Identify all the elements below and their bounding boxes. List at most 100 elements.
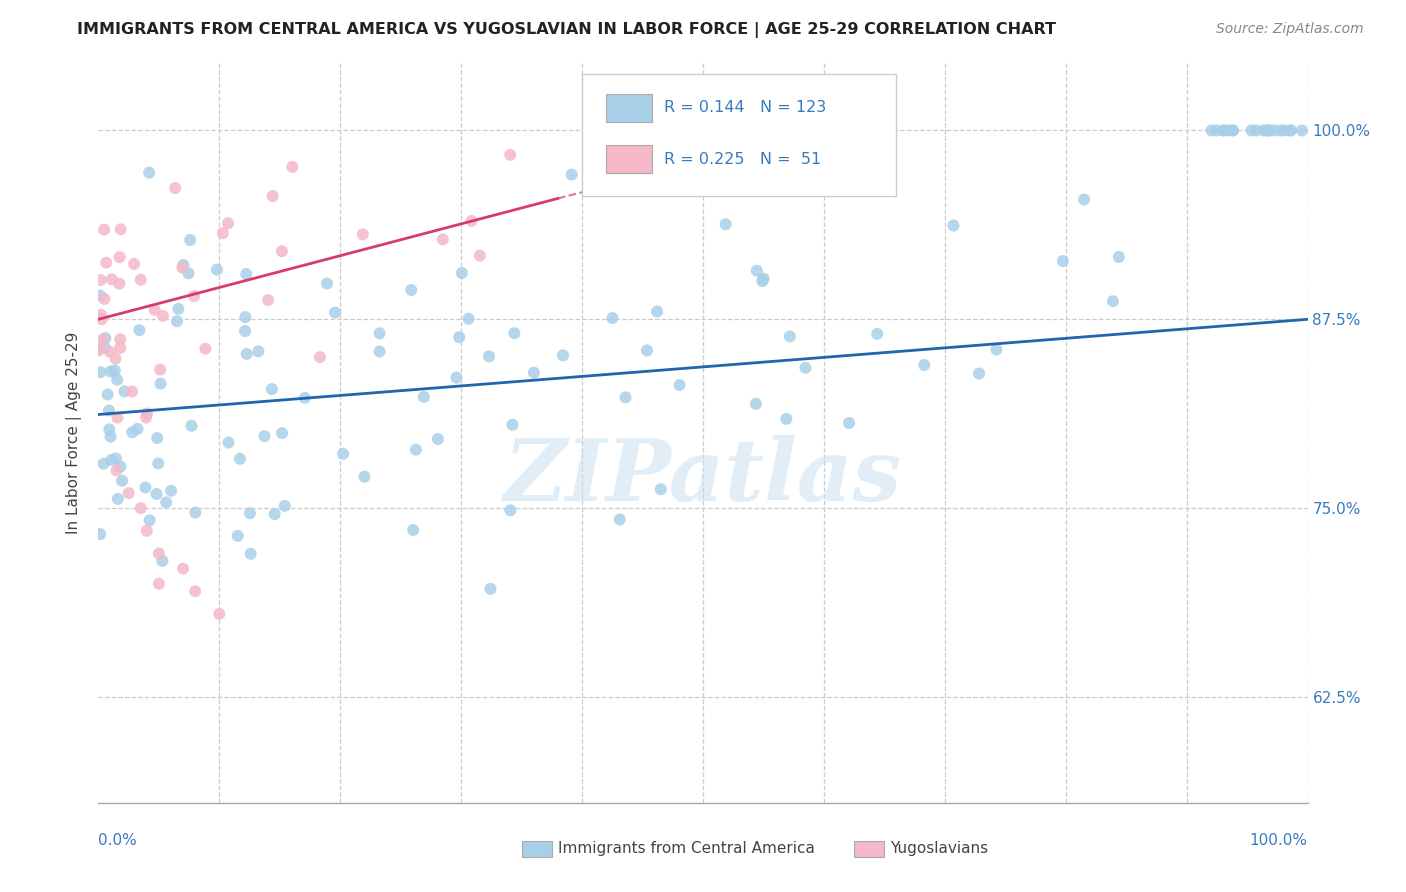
Point bbox=[143, 302, 166, 317]
Point bbox=[1279, 123, 1302, 137]
Bar bbox=[522, 840, 551, 857]
Point bbox=[478, 349, 501, 363]
Point bbox=[90, 308, 112, 322]
Point bbox=[87, 343, 110, 357]
Point bbox=[172, 258, 194, 272]
Point bbox=[107, 410, 129, 425]
Point bbox=[432, 232, 454, 246]
Point bbox=[986, 343, 1008, 357]
Point bbox=[294, 391, 316, 405]
Point bbox=[98, 403, 121, 417]
Point bbox=[260, 382, 283, 396]
Point bbox=[752, 271, 775, 285]
Point bbox=[155, 495, 177, 509]
Point bbox=[90, 273, 112, 287]
Text: ZIPatlas: ZIPatlas bbox=[503, 435, 903, 519]
Text: Yugoslavians: Yugoslavians bbox=[890, 841, 988, 856]
Point bbox=[262, 189, 284, 203]
Point bbox=[499, 148, 522, 162]
Point bbox=[1216, 123, 1239, 137]
Point bbox=[90, 312, 112, 326]
Point bbox=[1264, 123, 1286, 137]
Point bbox=[235, 267, 257, 281]
Point bbox=[1205, 123, 1227, 137]
Bar bbox=[855, 840, 884, 857]
Point bbox=[135, 524, 157, 538]
Point bbox=[121, 384, 143, 399]
Point bbox=[172, 260, 194, 275]
Point bbox=[177, 266, 200, 280]
Point bbox=[94, 341, 117, 355]
Point bbox=[93, 222, 115, 236]
Point bbox=[149, 376, 172, 391]
Point bbox=[794, 360, 817, 375]
Point bbox=[479, 582, 502, 596]
Point bbox=[96, 255, 118, 269]
Point bbox=[134, 480, 156, 494]
Point bbox=[149, 362, 172, 376]
Point bbox=[165, 181, 187, 195]
Point bbox=[451, 266, 474, 280]
Point bbox=[148, 547, 170, 561]
Point bbox=[180, 418, 202, 433]
Point bbox=[98, 344, 121, 359]
Text: IMMIGRANTS FROM CENTRAL AMERICA VS YUGOSLAVIAN IN LABOR FORCE | AGE 25-29 CORREL: IMMIGRANTS FROM CENTRAL AMERICA VS YUGOS… bbox=[77, 22, 1056, 38]
Point bbox=[172, 561, 194, 575]
Point bbox=[184, 584, 207, 599]
Y-axis label: In Labor Force | Age 25-29: In Labor Force | Age 25-29 bbox=[66, 332, 83, 533]
Point bbox=[208, 607, 231, 621]
Point bbox=[1251, 123, 1274, 137]
Point bbox=[235, 347, 257, 361]
Point bbox=[94, 331, 117, 345]
Point bbox=[714, 218, 737, 232]
Point bbox=[145, 487, 167, 501]
Point bbox=[111, 474, 134, 488]
Point bbox=[316, 277, 339, 291]
Point bbox=[499, 503, 522, 517]
Point bbox=[138, 166, 160, 180]
Point bbox=[118, 486, 141, 500]
Point bbox=[205, 262, 228, 277]
Point bbox=[110, 341, 132, 355]
Point bbox=[866, 326, 889, 341]
Point bbox=[135, 410, 157, 425]
Point bbox=[108, 277, 131, 291]
Point bbox=[405, 442, 427, 457]
Point bbox=[1256, 123, 1278, 137]
Point bbox=[1222, 123, 1244, 137]
Point bbox=[128, 323, 150, 337]
Point bbox=[108, 250, 131, 264]
Point bbox=[229, 451, 252, 466]
Point bbox=[211, 226, 233, 240]
Text: R = 0.144   N = 123: R = 0.144 N = 123 bbox=[664, 100, 827, 115]
Point bbox=[138, 513, 160, 527]
Point bbox=[239, 506, 262, 520]
Point bbox=[105, 373, 128, 387]
Point bbox=[183, 289, 205, 303]
Text: 100.0%: 100.0% bbox=[1250, 833, 1308, 848]
Point bbox=[1212, 123, 1234, 137]
Point bbox=[332, 447, 354, 461]
Point bbox=[105, 463, 128, 477]
Text: R = 0.225   N =  51: R = 0.225 N = 51 bbox=[664, 152, 821, 167]
Point bbox=[838, 416, 860, 430]
Point bbox=[501, 417, 523, 432]
Point bbox=[745, 397, 768, 411]
Point bbox=[457, 311, 479, 326]
Point bbox=[129, 501, 152, 516]
Point bbox=[233, 324, 256, 338]
Point bbox=[1270, 123, 1292, 137]
Point bbox=[1212, 123, 1234, 137]
Point bbox=[399, 283, 422, 297]
Text: 0.0%: 0.0% bbox=[98, 833, 138, 848]
Point bbox=[912, 358, 935, 372]
Point bbox=[100, 430, 122, 444]
Point bbox=[87, 343, 110, 358]
Point bbox=[1258, 123, 1281, 137]
Point bbox=[368, 344, 391, 359]
Point bbox=[91, 333, 114, 347]
Point bbox=[1240, 123, 1263, 137]
Point bbox=[942, 219, 965, 233]
Point bbox=[503, 326, 526, 341]
Point bbox=[127, 422, 149, 436]
